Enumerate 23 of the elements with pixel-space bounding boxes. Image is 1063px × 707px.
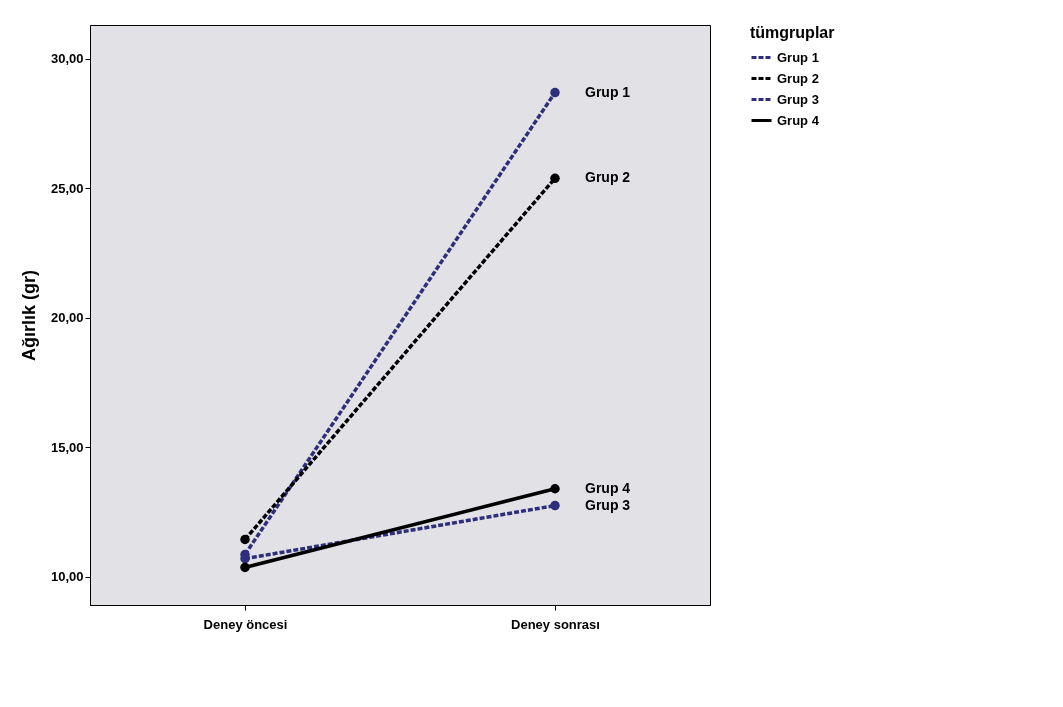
- y-tick-label: 10,00: [50, 569, 84, 585]
- legend-label: Grup 4: [777, 112, 820, 128]
- point: [240, 534, 250, 545]
- y-tick-label: 15,00: [50, 439, 84, 455]
- x-tick-label: Deney öncesi: [203, 616, 288, 632]
- text: Grup 3: [585, 496, 631, 513]
- legend-label: Grup 2: [777, 70, 819, 86]
- legend-label: Grup 1: [777, 49, 819, 65]
- legend-label: Grup 3: [777, 91, 819, 107]
- point: [550, 87, 560, 98]
- point: [550, 173, 560, 184]
- point: [240, 562, 250, 573]
- y-tick-label: 25,00: [50, 180, 84, 196]
- y-axis-title: Ağırlık (gr): [18, 269, 39, 362]
- point: [550, 484, 560, 494]
- legend-title: tümgruplar: [750, 24, 835, 41]
- point: [550, 500, 560, 511]
- text: Grup 2: [585, 169, 631, 186]
- y-tick-label: 20,00: [50, 310, 84, 326]
- x-tick-label: Deney sonrası: [511, 616, 600, 632]
- y-tick-label: 30,00: [50, 51, 84, 67]
- text: Grup 1: [585, 83, 631, 100]
- text: Grup 4: [585, 479, 631, 496]
